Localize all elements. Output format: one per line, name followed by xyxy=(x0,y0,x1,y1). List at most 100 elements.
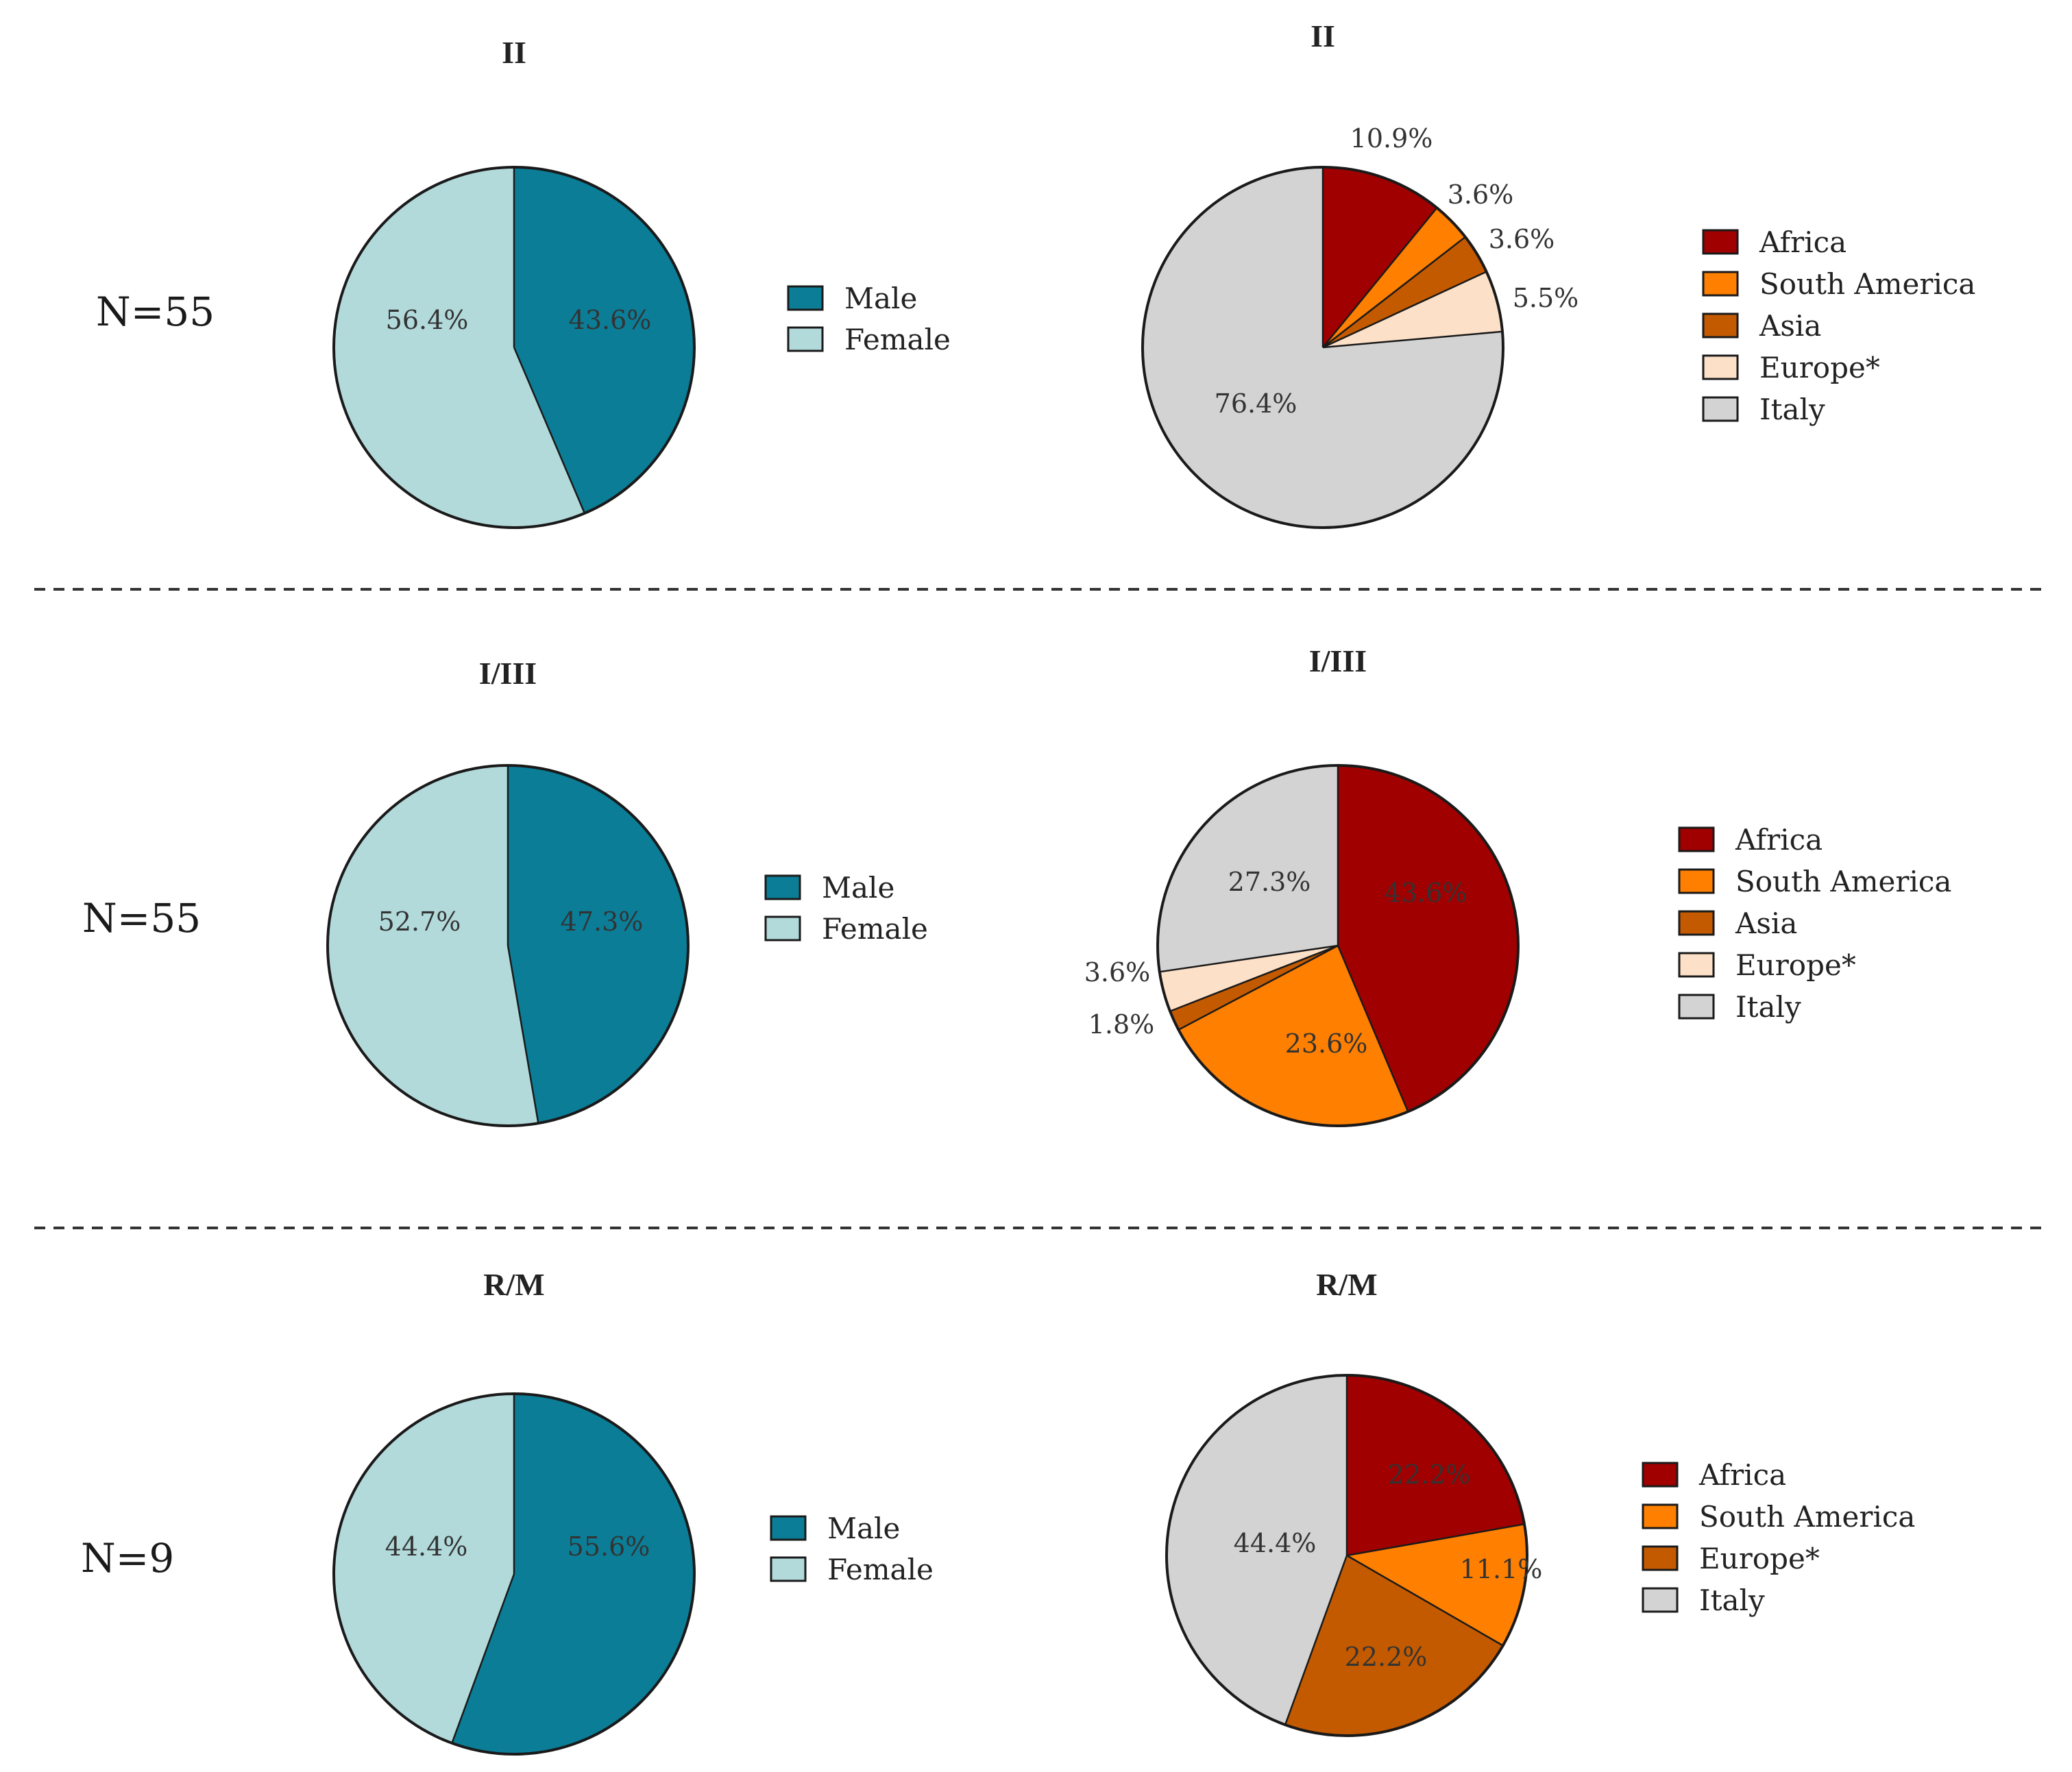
pie-slice-asia xyxy=(1170,946,1338,1030)
pie-outline xyxy=(1141,166,1504,529)
pie-chart-r-m-origin: R/M 22.2% 11.1% 22.2% 44.4% Africa South Ameri… xyxy=(1165,1267,1915,1737)
data-label-south-america: 3.6% xyxy=(1448,180,1514,210)
slice-divider xyxy=(1337,945,1409,1112)
legend: Africa South America Asia Europe* Italy xyxy=(1702,225,1975,426)
slice-divider xyxy=(1159,944,1339,973)
data-label-africa: 43.6% xyxy=(1385,878,1467,908)
legend-label-italy: Italy xyxy=(1699,1584,1765,1617)
legend-label-europe: Europe* xyxy=(1759,351,1880,384)
slice-divider xyxy=(1346,1523,1525,1557)
legend-label-south-america: South America xyxy=(1699,1500,1915,1534)
chart-title: R/M xyxy=(483,1267,544,1302)
pie-slice-asia xyxy=(1323,236,1487,347)
sample-size-label: N=9 xyxy=(81,1535,174,1582)
legend-label-south-america: South America xyxy=(1735,865,1951,898)
pie-slice-male xyxy=(508,765,688,1124)
pie-outline xyxy=(326,764,690,1127)
pie-slice-female xyxy=(327,765,539,1126)
pie-slice-europe xyxy=(1285,1555,1503,1736)
pie-slice-africa xyxy=(1338,765,1518,1112)
pie-slice-africa xyxy=(1323,167,1437,347)
legend: Africa South America Europe* Italy xyxy=(1642,1458,1915,1617)
pie-slice-female xyxy=(333,1394,514,1743)
pie-chart-r-m-sex: R/M N=9 55.6% 44.4% Male Female xyxy=(81,1267,934,1756)
data-label-africa: 22.2% xyxy=(1388,1460,1471,1490)
legend-swatch-south-america xyxy=(1678,868,1715,894)
sample-size-label: N=55 xyxy=(82,895,201,942)
legend: Africa South America Asia Europe* Italy xyxy=(1678,823,1951,1024)
data-label-italy: 27.3% xyxy=(1228,867,1311,897)
pie-slice-europe xyxy=(1323,271,1502,347)
slice-divider xyxy=(451,1573,515,1744)
legend-swatch-africa xyxy=(1678,826,1715,852)
slice-divider xyxy=(1346,1554,1504,1647)
slice-divider xyxy=(1322,271,1487,349)
slice-divider xyxy=(1169,944,1339,1012)
slice-divider xyxy=(1322,236,1466,348)
pie-slice-male xyxy=(452,1394,694,1755)
legend-swatch-male xyxy=(770,1515,807,1541)
legend-label-south-america: South America xyxy=(1759,267,1975,301)
slice-divider xyxy=(1284,1555,1348,1725)
legend-label-male: Male xyxy=(827,1512,900,1545)
data-label-male: 43.6% xyxy=(569,305,652,335)
legend-swatch-female xyxy=(764,915,801,942)
legend-label-male: Male xyxy=(822,871,894,905)
pie-outline xyxy=(1165,1374,1528,1737)
chart-title: II xyxy=(1311,19,1335,53)
slice-divider xyxy=(1322,207,1438,348)
slice-divider xyxy=(1178,944,1339,1031)
legend-label-italy: Italy xyxy=(1759,393,1825,426)
legend-label-male: Male xyxy=(844,282,917,315)
data-label-italy: 44.4% xyxy=(1234,1528,1317,1558)
pie-chart-ii-origin: II 10.9% 3.6% 3.6% 5.5% 76.4% Africa South Amer… xyxy=(1141,19,1975,529)
row-group-r-m: R/M N=9 55.6% 44.4% Male Female R/M 22.2% 11.1% 2… xyxy=(81,1267,1915,1756)
data-label-male: 55.6% xyxy=(568,1531,650,1562)
data-label-female: 44.4% xyxy=(385,1531,468,1562)
pie-slice-italy xyxy=(1158,765,1338,972)
slice-divider xyxy=(513,347,586,514)
legend-swatch-female xyxy=(770,1556,807,1582)
chart-title: I/III xyxy=(479,656,537,691)
data-label-asia: 1.8% xyxy=(1088,1009,1155,1039)
slice-divider xyxy=(1322,330,1503,349)
data-label-south-america: 11.1% xyxy=(1460,1554,1543,1584)
legend: Male Female xyxy=(770,1512,934,1586)
pie-outline xyxy=(332,1392,696,1756)
data-label-europe: 5.5% xyxy=(1513,283,1579,313)
legend-swatch-female xyxy=(787,326,824,352)
pie-slice-male xyxy=(514,167,694,514)
pie-slice-africa xyxy=(1347,1375,1524,1555)
data-label-female: 56.4% xyxy=(386,305,469,335)
pie-slice-south-america xyxy=(1347,1524,1527,1646)
legend-swatch-europe xyxy=(1702,354,1739,380)
legend-label-europe: Europe* xyxy=(1699,1542,1820,1575)
legend: Male Female xyxy=(787,282,951,356)
chart-title: II xyxy=(502,35,526,70)
legend-swatch-south-america xyxy=(1642,1503,1679,1529)
legend-swatch-europe xyxy=(1678,952,1715,978)
legend-swatch-italy xyxy=(1642,1587,1679,1613)
pie-chart-i-iii-origin: I/III 43.6% 23.6% 1.8% 3.6% 27.3% Africa South … xyxy=(1084,643,1951,1127)
chart-title: R/M xyxy=(1316,1267,1377,1302)
pie-slice-italy xyxy=(1142,167,1503,528)
legend-swatch-male xyxy=(787,285,824,311)
legend-swatch-asia xyxy=(1678,910,1715,936)
legend-label-africa: Africa xyxy=(1698,1458,1786,1492)
legend-swatch-south-america xyxy=(1702,271,1739,297)
data-label-female: 52.7% xyxy=(378,907,461,937)
data-label-asia: 3.6% xyxy=(1489,224,1555,254)
data-label-europe: 22.2% xyxy=(1345,1642,1428,1672)
legend-swatch-europe xyxy=(1642,1545,1679,1571)
sample-size-label: N=55 xyxy=(96,288,215,335)
data-label-south-america: 23.6% xyxy=(1285,1029,1368,1059)
legend-label-asia: Asia xyxy=(1759,309,1821,343)
legend-label-africa: Africa xyxy=(1759,225,1846,259)
pie-slice-italy xyxy=(1166,1375,1347,1725)
legend-swatch-africa xyxy=(1642,1462,1679,1488)
data-label-italy: 76.4% xyxy=(1215,389,1297,419)
legend-label-asia: Asia xyxy=(1735,907,1797,940)
pie-slice-female xyxy=(333,167,585,528)
pie-chart-i-iii-sex: I/III N=55 47.3% 52.7% Male Female xyxy=(82,656,928,1127)
